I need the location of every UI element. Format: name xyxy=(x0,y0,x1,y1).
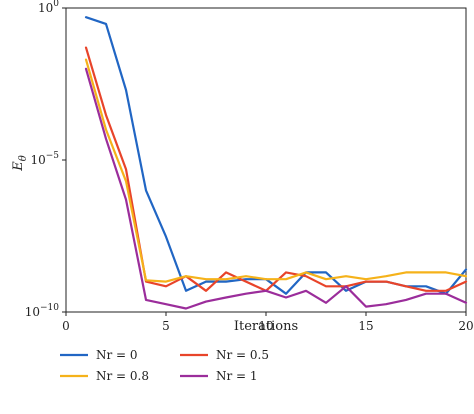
legend-entry-label: Nr = 1 xyxy=(216,369,258,383)
legend: Nr = 0 Nr = 0.5 Nr = 0.8 Nr = 1 xyxy=(60,348,269,383)
series-line xyxy=(84,46,468,292)
legend-entry-label: Nr = 0 xyxy=(96,348,138,362)
x-tick-label: 15 xyxy=(358,319,373,333)
y-tick-label: 10−10 xyxy=(25,303,60,319)
x-axis-label: Iterations xyxy=(234,319,298,334)
series-line xyxy=(84,58,468,283)
y-tick-label: 10−5 xyxy=(30,151,59,167)
x-tick-label: 5 xyxy=(162,319,170,333)
x-tick-label: 10 xyxy=(258,319,273,333)
plot-area xyxy=(65,7,468,313)
y-axis-label: Eθ xyxy=(11,155,29,172)
x-axis: 0 5 10 15 20 xyxy=(62,312,474,333)
series-line xyxy=(84,16,468,295)
series-layer xyxy=(84,16,468,310)
y-axis: 10−10 10−5 100 xyxy=(25,0,66,319)
y-tick-label: 100 xyxy=(38,0,59,15)
legend-entry-label: Nr = 0.5 xyxy=(216,348,269,362)
x-tick-label: 20 xyxy=(458,319,473,333)
x-tick-label: 0 xyxy=(62,319,70,333)
series-line xyxy=(84,67,468,310)
legend-entry-label: Nr = 0.8 xyxy=(96,369,149,383)
plot-frame xyxy=(65,7,467,313)
